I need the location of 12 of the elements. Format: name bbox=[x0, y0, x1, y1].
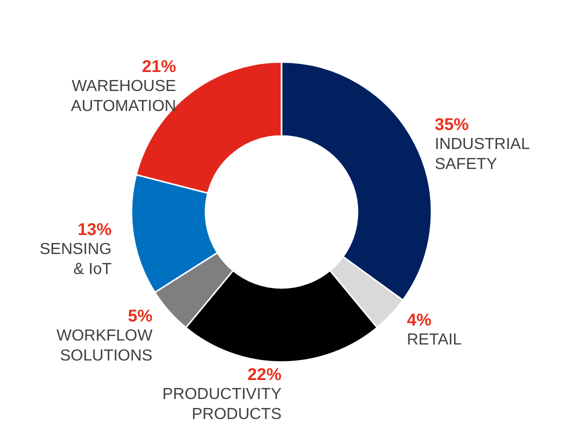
slice-label: WAREHOUSE AUTOMATION bbox=[70, 78, 176, 116]
data-label: 4% bbox=[406, 310, 432, 330]
data-label: 22% bbox=[247, 365, 282, 384]
slice-label: RETAIL bbox=[406, 332, 462, 349]
data-label: 21% bbox=[142, 57, 176, 76]
data-label: 5% bbox=[128, 306, 152, 326]
slice-label: PRODUCTIVITY PRODUCTS bbox=[162, 386, 282, 423]
slice-label: SENSING & IoT bbox=[40, 240, 112, 278]
slice-label: INDUSTRIAL SAFETY bbox=[434, 136, 530, 173]
data-label: 13% bbox=[78, 220, 112, 239]
slice-label: WORKFLOW SOLUTIONS bbox=[56, 328, 154, 365]
data-label: 35% bbox=[434, 114, 469, 134]
